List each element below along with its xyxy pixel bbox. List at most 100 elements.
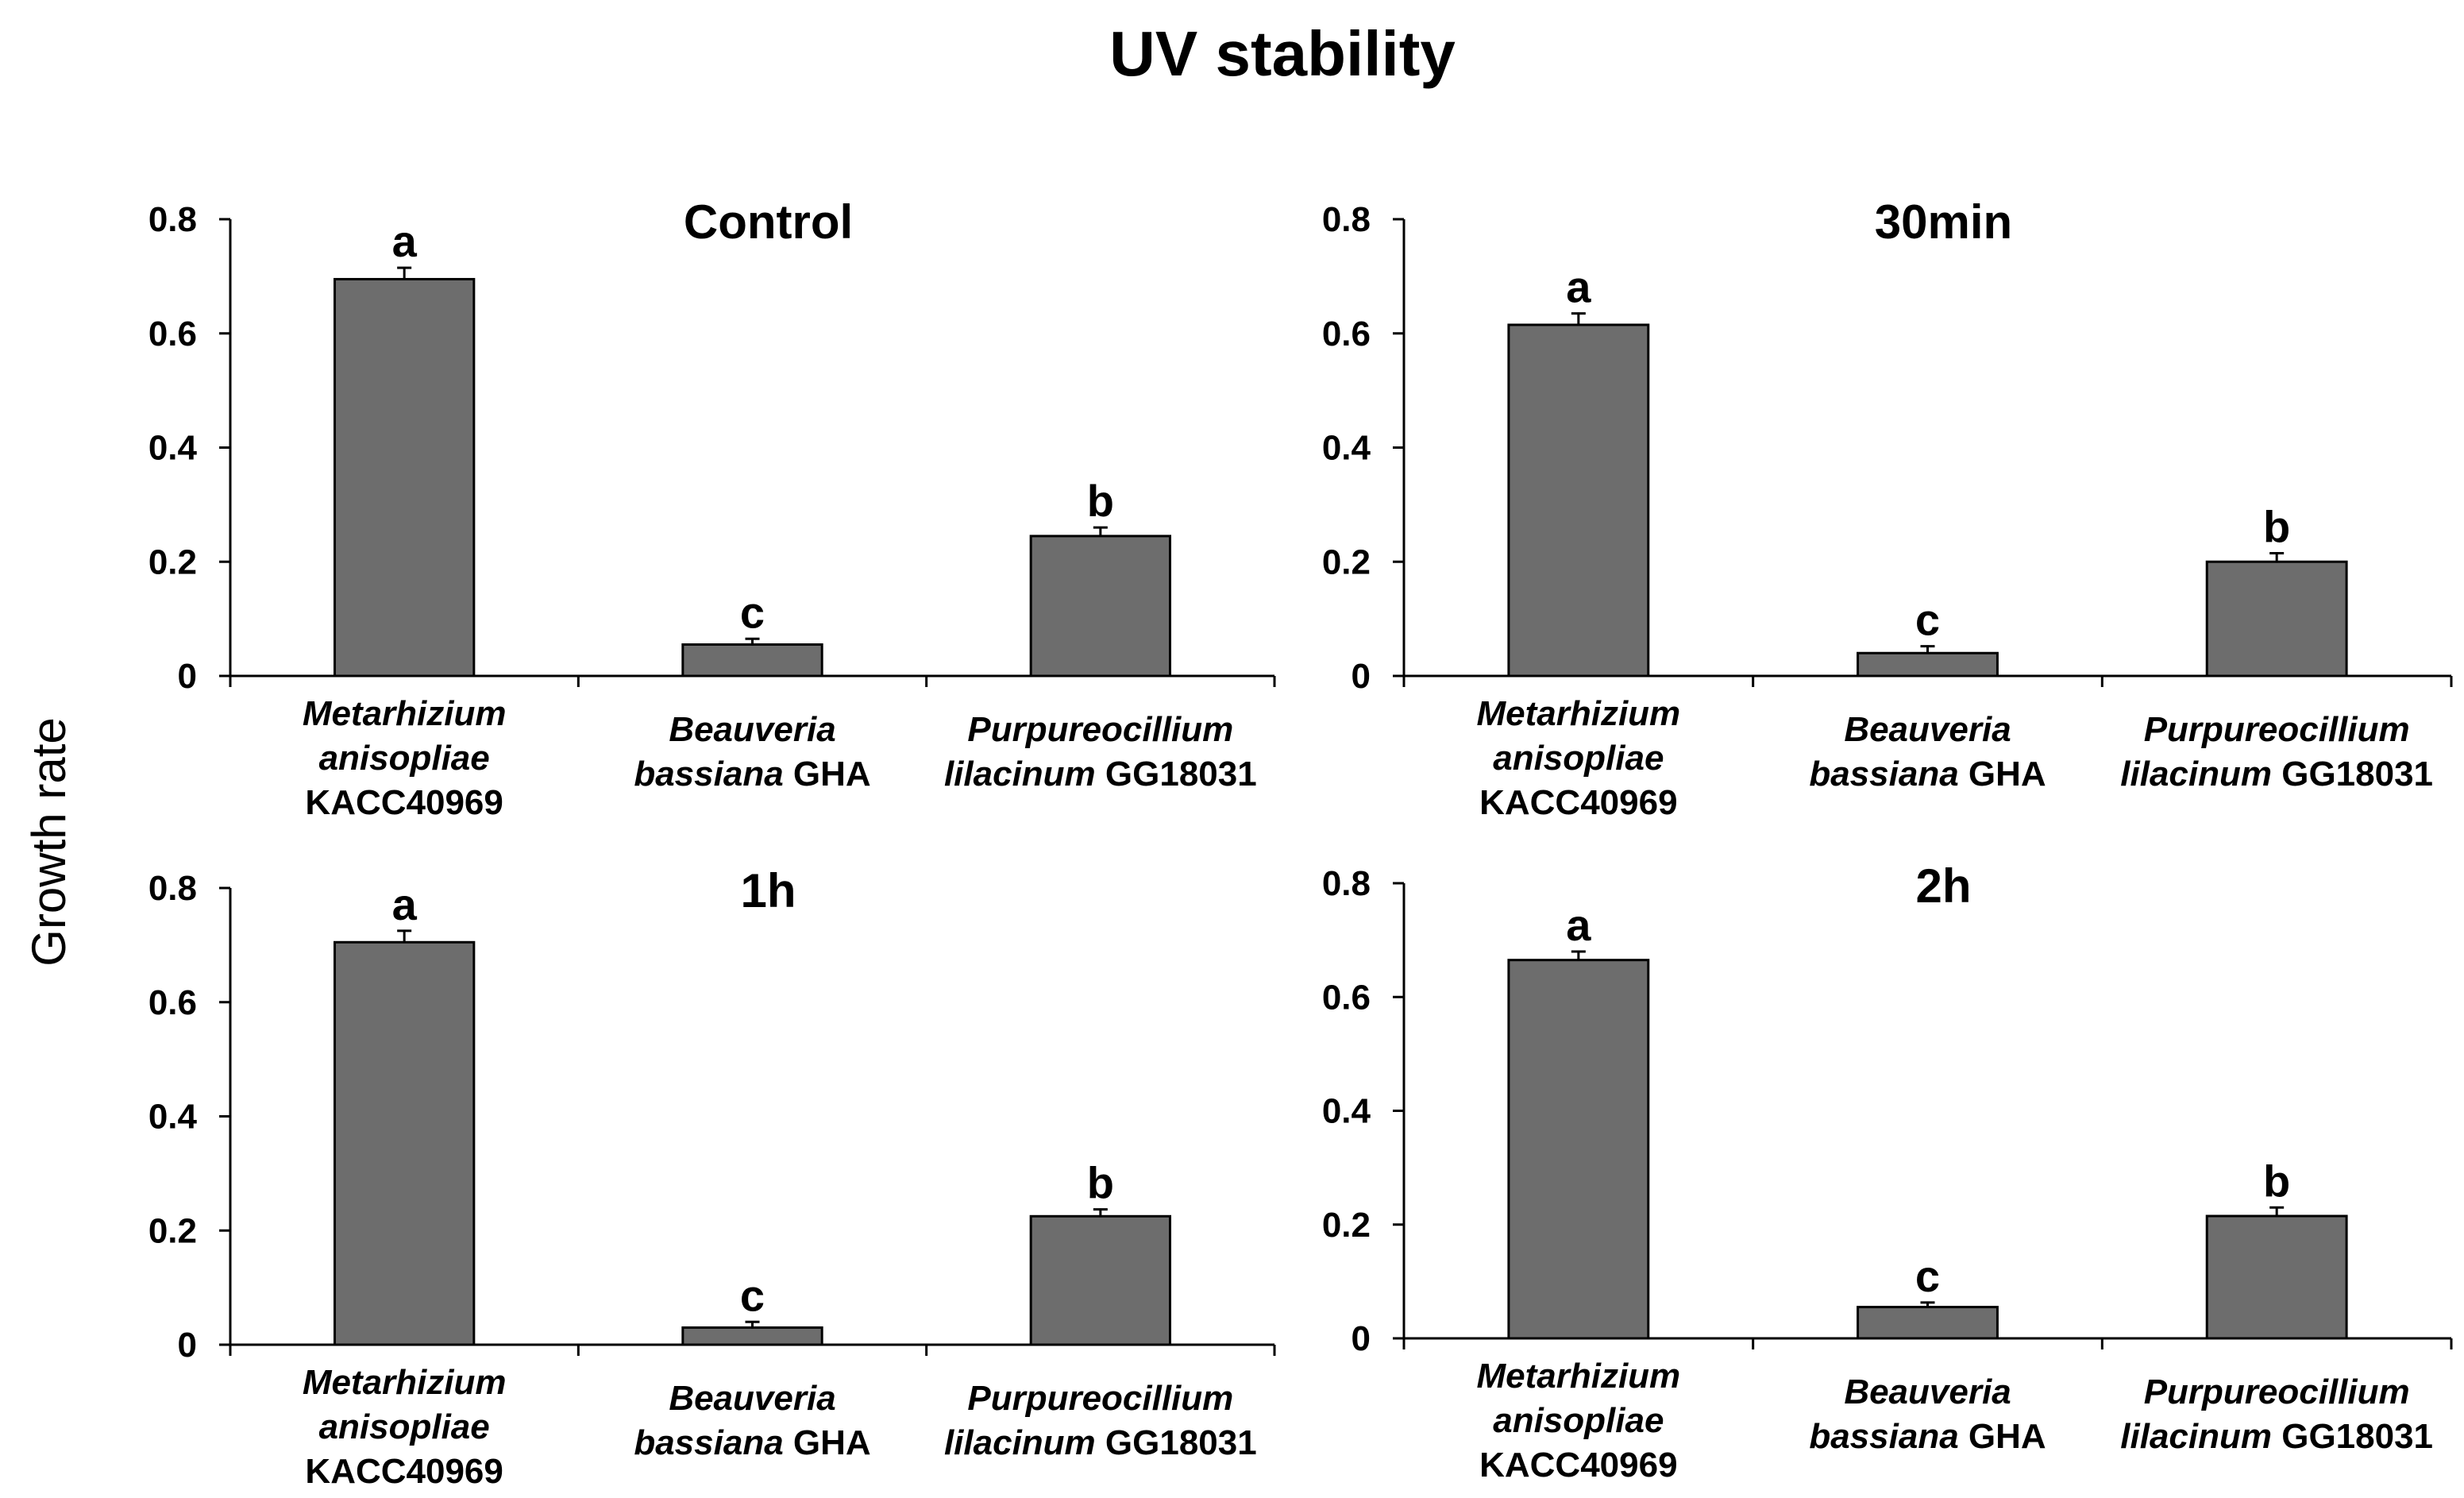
- chart-panel: 2h 0 0.2 0.4 0.6 0.8 a Metarhizium anisopliae KAC…: [1322, 859, 2453, 1484]
- category-label-line2: lilacinum GG18031: [2120, 1417, 2433, 1456]
- category-label-species: bassiana: [1809, 755, 1958, 793]
- significance-letter: b: [2263, 501, 2290, 551]
- y-tick-label: 0.2: [1322, 1206, 1371, 1245]
- significance-letter: b: [2263, 1156, 2290, 1206]
- bar: [1507, 959, 1650, 1340]
- category-label-line2: anisopliae: [1493, 739, 1664, 778]
- chart-panel: Control 0 0.2 0.4 0.6 0.8 a Metarhizium anisopli…: [148, 195, 1276, 822]
- bar: [2205, 1214, 2348, 1340]
- significance-letter: b: [1087, 476, 1114, 526]
- y-tick-label: 0: [1352, 1319, 1371, 1358]
- category-label-line3: KACC40969: [1479, 1446, 1677, 1484]
- category-label-strain: GG18031: [2272, 1417, 2433, 1456]
- category-label-species: anisopliae: [1493, 1401, 1664, 1440]
- bar: [681, 1326, 823, 1346]
- y-tick-label: 0.4: [148, 429, 198, 468]
- y-tick-label: 0.4: [1322, 429, 1371, 468]
- y-tick-label: 0.8: [1322, 200, 1371, 239]
- bar: [334, 940, 476, 1346]
- bar: [334, 277, 476, 678]
- y-tick-label: 0.6: [1322, 978, 1371, 1017]
- significance-letter: c: [1915, 595, 1940, 645]
- category-label-species: lilacinum: [2120, 755, 2272, 793]
- y-tick-label: 0: [178, 1326, 197, 1365]
- category-label-line1: Purpureocillium: [2144, 710, 2410, 749]
- category-label-line2: bassiana GHA: [1809, 755, 2046, 793]
- chart-panel: 30min 0 0.2 0.4 0.6 0.8 a Metarhizium anisopliae…: [1322, 195, 2453, 822]
- y-tick-label: 0.4: [148, 1098, 198, 1137]
- category-label-strain: GHA: [784, 755, 871, 793]
- category-label-line3: KACC40969: [305, 783, 503, 822]
- y-tick-label: 0.8: [148, 869, 197, 908]
- category-label-line1: Purpureocillium: [967, 1379, 1233, 1418]
- y-tick-label: 0.8: [1322, 864, 1371, 903]
- y-tick-label: 0: [178, 657, 197, 696]
- category-label-line2: lilacinum GG18031: [944, 1423, 1257, 1462]
- significance-letter: a: [392, 879, 418, 929]
- significance-letter: a: [1566, 262, 1591, 312]
- y-tick-label: 0.6: [1322, 315, 1371, 353]
- category-label-strain: GG18031: [1096, 755, 1257, 793]
- figure-title: UV stability: [1109, 18, 1456, 89]
- category-label-line2: anisopliae: [1493, 1401, 1664, 1440]
- category-label-strain: GG18031: [1096, 1423, 1257, 1462]
- category-label-strain: GHA: [1959, 1417, 2046, 1456]
- category-label-line1: Metarhizium: [1476, 1357, 1680, 1396]
- category-label-line2: anisopliae: [319, 1407, 490, 1446]
- category-label-line2: bassiana GHA: [634, 1423, 870, 1462]
- category-label-strain: GHA: [1959, 755, 2046, 793]
- category-label-line1: Metarhizium: [303, 694, 507, 733]
- category-label-line2: anisopliae: [319, 739, 490, 778]
- panel-title: Control: [684, 195, 853, 249]
- significance-letter: c: [740, 587, 765, 637]
- chart-panel: 1h 0 0.2 0.4 0.6 0.8 a Metarhizium anisopliae KAC…: [148, 864, 1276, 1491]
- category-label-line2: bassiana GHA: [1809, 1417, 2046, 1456]
- panel-title: 30min: [1875, 195, 2012, 249]
- category-label-species: lilacinum: [2120, 1417, 2272, 1456]
- significance-letter: c: [1915, 1251, 1940, 1301]
- category-label-strain: GG18031: [2272, 755, 2433, 793]
- panel-title: 2h: [1915, 859, 1971, 913]
- bar: [1029, 1214, 1171, 1346]
- significance-letter: b: [1087, 1158, 1114, 1208]
- y-tick-label: 0.8: [148, 200, 197, 239]
- category-label-species: lilacinum: [944, 755, 1096, 793]
- y-tick-label: 0.2: [1322, 542, 1371, 581]
- category-label-line3: KACC40969: [305, 1452, 503, 1491]
- category-label-species: bassiana: [634, 1423, 783, 1462]
- y-axis-label: Growth rate: [22, 717, 75, 966]
- category-label-line3: KACC40969: [1479, 783, 1677, 822]
- y-tick-label: 0: [1352, 657, 1371, 696]
- bar: [2205, 560, 2348, 678]
- category-label-line1: Purpureocillium: [2144, 1373, 2410, 1411]
- bar: [1507, 323, 1650, 678]
- bar: [1857, 1306, 1999, 1340]
- y-tick-label: 0.4: [1322, 1092, 1371, 1131]
- category-label-line1: Beauveria: [1844, 1373, 2011, 1411]
- category-label-line1: Beauveria: [669, 1379, 835, 1418]
- category-label-line2: bassiana GHA: [634, 755, 870, 793]
- category-label-line1: Beauveria: [669, 710, 835, 749]
- y-tick-label: 0.6: [148, 983, 197, 1022]
- y-tick-label: 0.2: [148, 542, 197, 581]
- y-tick-label: 0.2: [148, 1211, 197, 1250]
- category-label-species: lilacinum: [944, 1423, 1096, 1462]
- chart-panels: Control 0 0.2 0.4 0.6 0.8 a Metarhizium anisopli…: [148, 195, 2453, 1491]
- category-label-line1: Metarhizium: [303, 1363, 507, 1402]
- category-label-species: anisopliae: [319, 739, 490, 778]
- category-label-line1: Beauveria: [1844, 710, 2011, 749]
- bar: [1029, 535, 1171, 678]
- category-label-strain: GHA: [784, 1423, 871, 1462]
- category-label-species: bassiana: [634, 755, 783, 793]
- category-label-line1: Purpureocillium: [967, 710, 1233, 749]
- y-tick-label: 0.6: [148, 315, 197, 353]
- category-label-species: anisopliae: [1493, 739, 1664, 778]
- significance-letter: a: [392, 216, 418, 266]
- category-label-line2: lilacinum GG18031: [2120, 755, 2433, 793]
- category-label-species: anisopliae: [319, 1407, 490, 1446]
- panel-title: 1h: [740, 864, 796, 917]
- significance-letter: c: [740, 1270, 765, 1320]
- category-label-species: bassiana: [1809, 1417, 1958, 1456]
- bar: [681, 643, 823, 678]
